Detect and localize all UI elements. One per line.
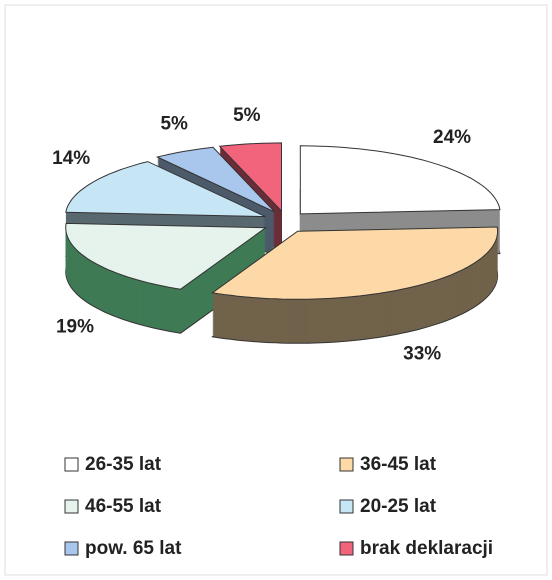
slice-top <box>65 161 266 218</box>
data-label: 14% <box>52 148 90 169</box>
slice-top <box>218 142 283 213</box>
legend-swatch <box>64 457 79 472</box>
legend-label: pow. 65 lat <box>85 538 182 559</box>
legend-swatch <box>64 499 79 514</box>
data-label: 19% <box>56 316 94 337</box>
chart-frame <box>4 4 548 576</box>
legend-swatch <box>339 457 354 472</box>
slice-top <box>155 146 276 213</box>
legend-swatch <box>339 499 354 514</box>
legend-label: 36-45 lat <box>360 454 437 475</box>
slice-top <box>211 226 499 300</box>
slice-top <box>65 222 268 290</box>
data-label: 5% <box>160 113 188 134</box>
legend-swatch <box>64 541 79 556</box>
legend-label: 26-35 lat <box>85 454 162 475</box>
data-label: 5% <box>233 105 261 126</box>
legend-label: 20-25 lat <box>360 496 437 517</box>
legend-swatch <box>339 541 354 556</box>
pie-slice <box>65 222 268 334</box>
data-label: 33% <box>403 343 441 364</box>
slice-top <box>299 145 501 215</box>
legend-label: 46-55 lat <box>85 496 162 517</box>
pie-slice <box>211 226 499 344</box>
legend-label: brak deklaracji <box>360 538 493 559</box>
data-label: 24% <box>433 127 471 148</box>
